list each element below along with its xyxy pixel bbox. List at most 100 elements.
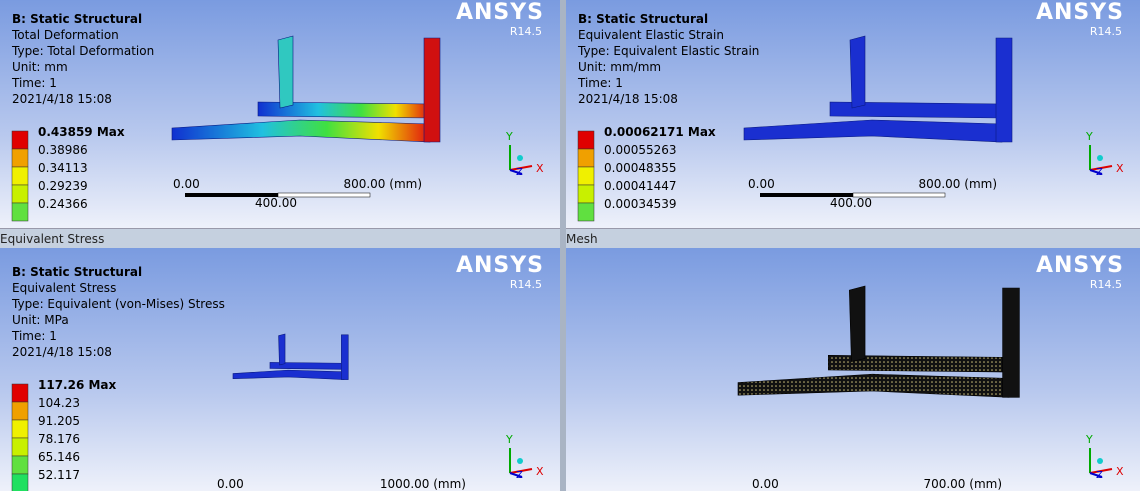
legend-label: 0.29239 — [38, 179, 88, 193]
info-type: Type: Total Deformation — [12, 44, 155, 58]
triad-y-label: Y — [506, 433, 513, 446]
triad-z-label: Z — [1096, 167, 1103, 178]
ansys-logo: ANSYS — [1035, 253, 1124, 278]
scale-end: 700.00 (mm) — [923, 477, 1002, 491]
legend-label: 78.176 — [38, 432, 80, 446]
info-type: Type: Equivalent Elastic Strain — [578, 44, 760, 58]
legend-swatch — [577, 130, 595, 150]
legend-swatch — [11, 455, 29, 475]
info-unit: Unit: MPa — [12, 313, 69, 327]
geometry-right — [995, 37, 1013, 143]
scale-start: 0.00 — [748, 177, 775, 191]
triad-x-label: X — [1116, 465, 1124, 478]
scale-bar-black — [185, 193, 278, 197]
legend-label: 104.23 — [38, 396, 80, 410]
legend-swatch — [11, 437, 29, 457]
info-system: B: Static Structural — [578, 12, 709, 26]
triad-z — [1089, 169, 1103, 175]
geometry-right — [423, 37, 441, 143]
legend-label: 0.38986 — [38, 143, 88, 157]
triad-x — [1089, 165, 1113, 171]
legend-swatch — [11, 148, 29, 168]
triad-x — [509, 165, 533, 171]
triad-z — [1089, 472, 1103, 478]
triad-z-label: Z — [1096, 470, 1103, 481]
legend-label: 0.00055263 — [604, 143, 677, 157]
legend-swatch — [11, 202, 29, 222]
viewport: B: Static Structural Equivalent Elastic S… — [566, 0, 1140, 228]
triad-dot — [1097, 155, 1103, 161]
triad-z — [509, 169, 523, 175]
legend-label: 65.146 — [38, 450, 80, 464]
legend-swatch — [577, 148, 595, 168]
triad-dot — [1097, 458, 1103, 464]
legend-label: 91.205 — [38, 414, 80, 428]
info-result: Equivalent Elastic Strain — [578, 28, 724, 42]
scale-start: 0.00 — [173, 177, 200, 191]
version: R14.5 — [509, 278, 542, 291]
info-date: 2021/4/18 15:08 — [12, 345, 112, 359]
legend-label: 0.00041447 — [604, 179, 677, 193]
legend-swatch — [577, 202, 595, 222]
legend-label: 0.00034539 — [604, 197, 677, 211]
info-unit: Unit: mm/mm — [578, 60, 662, 74]
info-result: Total Deformation — [12, 28, 119, 42]
geometry-post — [848, 285, 866, 362]
triad-z-label: Z — [516, 167, 523, 178]
scale-bar-black — [760, 193, 853, 197]
geometry-right — [1002, 287, 1020, 398]
legend-swatch — [577, 166, 595, 186]
triad-dot — [517, 458, 523, 464]
legend-swatch — [11, 166, 29, 186]
legend-swatch — [11, 401, 29, 421]
legend-label: 0.00048355 — [604, 161, 677, 175]
scale-start: 0.00 — [217, 477, 244, 491]
legend-label: 0.24366 — [38, 197, 88, 211]
viewport: B: Static Structural Total Deformation Typ… — [0, 0, 560, 228]
scale-end: 1000.00 (mm) — [379, 477, 466, 491]
scale-bar-white — [852, 192, 946, 198]
panel-header: Equivalent Stress — [0, 228, 560, 249]
triad-z-label: Z — [516, 470, 523, 481]
triad-dot — [517, 155, 523, 161]
scale-end: 800.00 (mm) — [343, 177, 422, 191]
viewport-graphics — [577, 35, 1113, 222]
info-unit: Unit: mm — [12, 60, 68, 74]
legend-swatch — [11, 419, 29, 439]
viewport-graphics — [11, 333, 533, 491]
triad-x-label: X — [536, 465, 544, 478]
version: R14.5 — [1089, 278, 1122, 291]
geometry-post — [278, 333, 286, 366]
geometry-lower — [743, 119, 1003, 143]
scale-mid: 400.00 — [255, 196, 297, 210]
version: R14.5 — [1089, 25, 1122, 38]
legend-swatch — [11, 473, 29, 491]
triad-z — [509, 472, 523, 478]
info-time: Time: 1 — [12, 329, 57, 343]
legend-swatch — [11, 383, 29, 403]
scale-bar-white — [277, 192, 371, 198]
legend-swatch — [577, 184, 595, 204]
viewport: B: Static Structural Equivalent Stress Typ… — [0, 248, 560, 491]
info-date: 2021/4/18 15:08 — [578, 92, 678, 106]
geometry-post — [849, 35, 866, 109]
version: R14.5 — [509, 25, 542, 38]
info-type: Type: Equivalent (von-Mises) Stress — [12, 297, 225, 311]
info-system: B: Static Structural — [12, 265, 143, 279]
geometry-lower — [232, 369, 345, 380]
triad-x — [509, 468, 533, 474]
info-system: B: Static Structural — [12, 12, 143, 26]
info-date: 2021/4/18 15:08 — [12, 92, 112, 106]
info-time: Time: 1 — [578, 76, 623, 90]
geometry-lower — [171, 119, 431, 143]
geometry-post — [277, 35, 294, 109]
triad-y-label: Y — [506, 130, 513, 143]
info-result: Equivalent Stress — [12, 281, 117, 295]
triad-x-label: X — [1116, 162, 1124, 175]
viewport-graphics — [11, 35, 533, 222]
triad-x — [1089, 468, 1113, 474]
scale-end: 800.00 (mm) — [918, 177, 997, 191]
geometry-right — [341, 334, 349, 380]
